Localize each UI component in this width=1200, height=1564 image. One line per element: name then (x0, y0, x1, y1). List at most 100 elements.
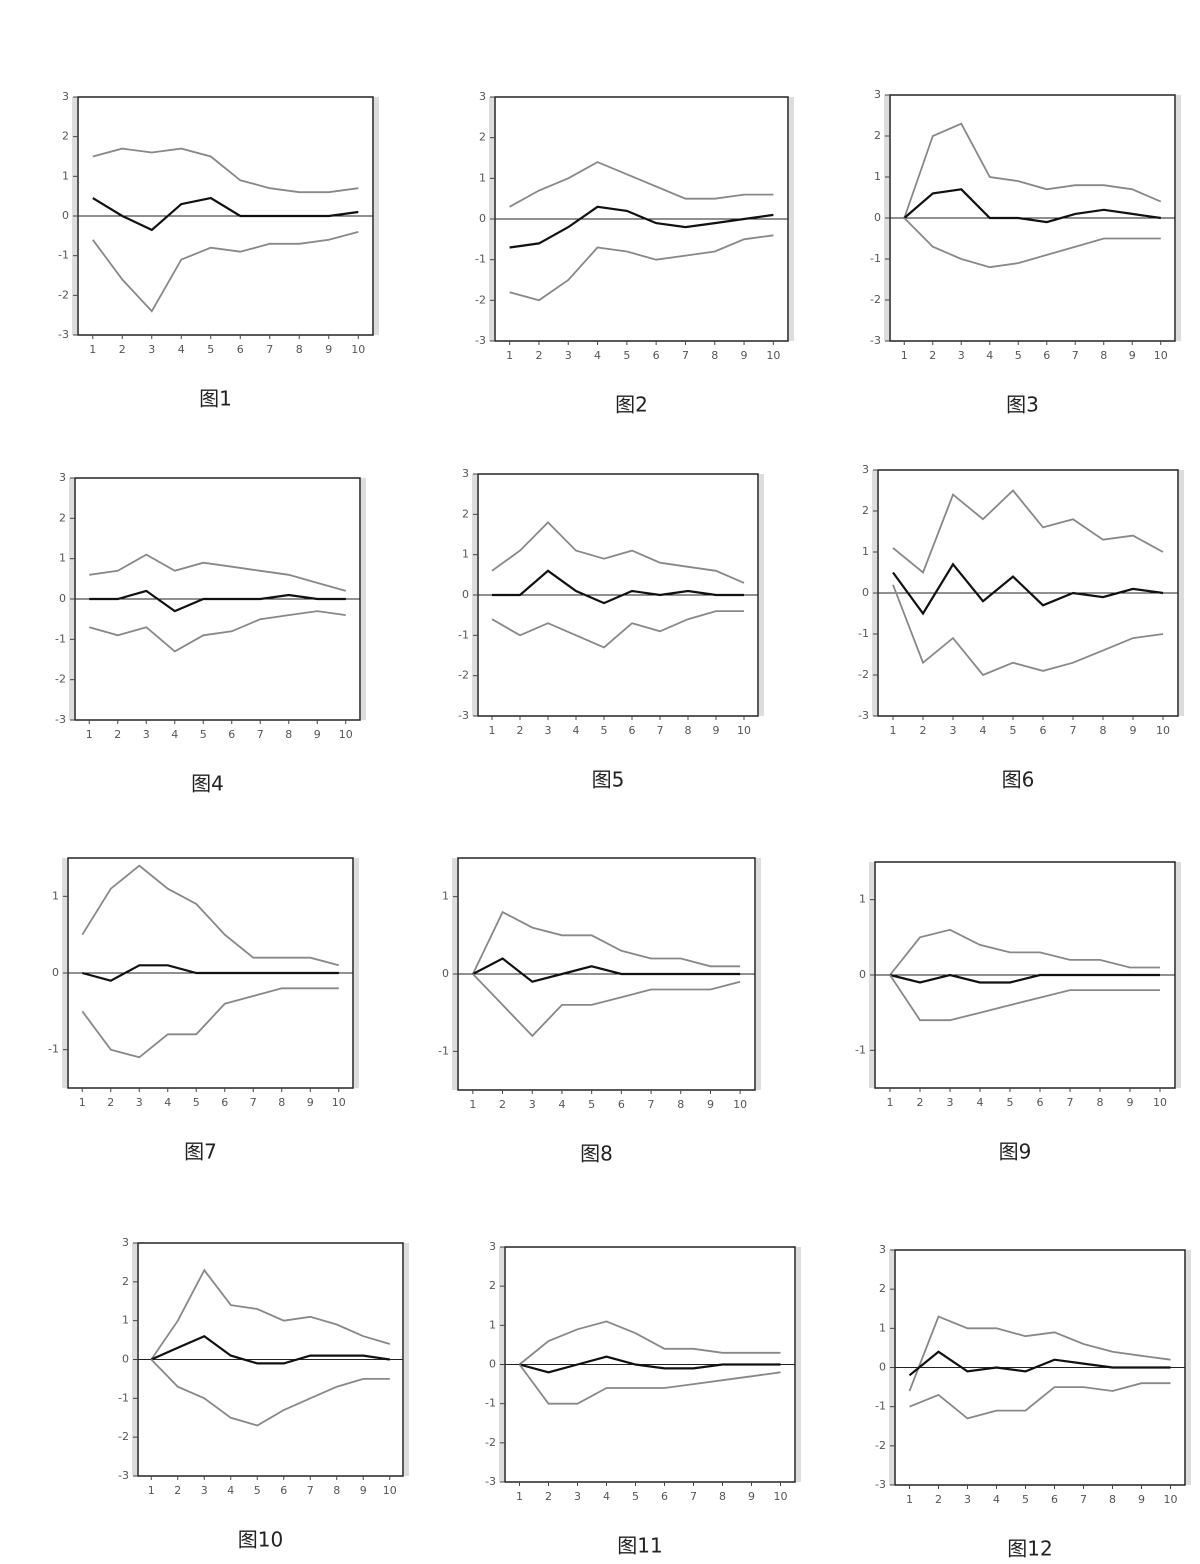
y-tick-label: 1 (879, 1321, 886, 1334)
y-tick-label: -1 (858, 627, 869, 640)
response-line (509, 205, 774, 249)
frame-shade (1176, 95, 1181, 341)
response-line (889, 928, 1160, 976)
response-line (903, 217, 1161, 269)
x-tick-label: 1 (506, 349, 513, 362)
x-tick-label: 5 (1022, 1493, 1029, 1506)
frame-shade (1186, 1250, 1191, 1485)
x-tick-label: 10 (1153, 1096, 1167, 1109)
x-tick-label: 5 (207, 343, 214, 356)
x-tick-label: 6 (653, 349, 660, 362)
x-tick-label: 2 (114, 728, 121, 741)
chart: -3 -2 -1 0 1 2 3 1 2 3 4 5 6 7 8 9 10 图1 (58, 90, 379, 411)
caption: 图5 (592, 768, 625, 792)
x-tick-label: 7 (307, 1484, 314, 1497)
x-tick-label: 10 (1156, 724, 1170, 737)
y-tick-label: 0 (59, 592, 66, 605)
y-tick-label: 3 (862, 463, 869, 476)
x-tick-label: 2 (545, 1490, 552, 1503)
response-line (509, 161, 774, 208)
x-tick-label: 6 (1037, 1096, 1044, 1109)
x-tick-label: 8 (1100, 349, 1107, 362)
y-tick-label: 1 (874, 170, 881, 183)
caption: 图3 (1006, 393, 1039, 417)
response-line (892, 584, 1164, 677)
x-tick-label: 6 (228, 728, 235, 741)
x-tick-label: 4 (164, 1096, 171, 1109)
x-tick-label: 5 (623, 349, 630, 362)
x-tick-label: 2 (920, 724, 927, 737)
x-tick-label: 1 (86, 728, 93, 741)
x-tick-label: 8 (1100, 724, 1107, 737)
y-tick-label: 2 (462, 507, 469, 520)
x-tick-label: 1 (901, 349, 908, 362)
x-tick-label: 9 (325, 343, 332, 356)
x-tick-label: 1 (516, 1490, 523, 1503)
x-tick-label: 10 (1164, 1493, 1178, 1506)
caption: 图2 (615, 393, 648, 417)
x-tick-label: 4 (986, 349, 993, 362)
x-tick-label: 7 (1067, 1096, 1074, 1109)
caption: 图11 (617, 1534, 662, 1558)
chart: -3 -2 -1 0 1 2 3 1 2 3 4 5 6 7 8 9 10 图5 (458, 467, 764, 792)
chart: -3 -2 -1 0 1 2 3 1 2 3 4 5 6 7 8 9 10 图11 (485, 1240, 801, 1558)
response-line (472, 973, 741, 1038)
frame-shade (404, 1243, 409, 1476)
x-tick-label: 8 (719, 1490, 726, 1503)
x-tick-label: 5 (1015, 349, 1022, 362)
response-line (92, 231, 359, 313)
x-tick-label: 8 (333, 1484, 340, 1497)
y-tick-label: 0 (52, 966, 59, 979)
response-line (909, 1382, 1171, 1420)
y-tick-label: -3 (58, 328, 69, 341)
x-tick-label: 9 (314, 728, 321, 741)
response-line (892, 489, 1164, 574)
y-tick-label: -2 (458, 669, 469, 682)
y-tick-label: -1 (458, 628, 469, 641)
y-tick-label: 0 (62, 209, 69, 222)
response-line (492, 569, 744, 605)
response-line (908, 1315, 1171, 1392)
x-tick-label: 3 (947, 1096, 954, 1109)
x-tick-label: 2 (929, 349, 936, 362)
chart: -3 -2 -1 0 1 2 3 1 2 3 4 5 6 7 8 9 10 图2 (475, 90, 794, 417)
response-line (150, 1358, 390, 1427)
x-tick-label: 8 (711, 349, 718, 362)
chart: -1 0 1 1 2 3 4 5 6 7 8 9 10 图9 (855, 861, 1181, 1164)
y-tick-label: 0 (479, 212, 486, 225)
caption: 图4 (191, 772, 224, 796)
y-tick-label: -2 (485, 1436, 496, 1449)
response-line (518, 1320, 781, 1366)
x-tick-label: 10 (1154, 349, 1168, 362)
caption: 图9 (999, 1140, 1032, 1164)
y-tick-label: 2 (879, 1282, 886, 1295)
x-tick-label: 2 (935, 1493, 942, 1506)
x-tick-label: 6 (237, 343, 244, 356)
x-tick-label: 5 (200, 728, 207, 741)
x-tick-label: 4 (573, 724, 580, 737)
caption: 图7 (184, 1140, 217, 1164)
y-tick-label: -2 (55, 673, 66, 686)
y-tick-label: 0 (442, 967, 449, 980)
x-tick-label: 3 (964, 1493, 971, 1506)
y-tick-label: 0 (462, 588, 469, 601)
x-tick-label: 3 (545, 724, 552, 737)
x-tick-label: 3 (950, 724, 957, 737)
y-tick-label: -1 (870, 252, 881, 265)
caption: 图12 (1007, 1537, 1052, 1561)
x-tick-label: 4 (993, 1493, 1000, 1506)
x-tick-label: 9 (1130, 724, 1137, 737)
x-tick-label: 4 (977, 1096, 984, 1109)
x-tick-label: 6 (280, 1484, 287, 1497)
chart: -3 -2 -1 0 1 2 3 1 2 3 4 5 6 7 8 9 10 图10 (118, 1236, 409, 1552)
y-tick-label: -2 (475, 293, 486, 306)
x-tick-label: 8 (1109, 1493, 1116, 1506)
response-line (889, 974, 1160, 1022)
y-tick-label: -1 (48, 1043, 59, 1056)
y-tick-label: 2 (122, 1275, 129, 1288)
y-tick-label: 3 (479, 90, 486, 103)
chart: -3 -2 -1 0 1 2 3 1 2 3 4 5 6 7 8 9 10 图3 (870, 88, 1181, 417)
x-tick-label: 1 (89, 343, 96, 356)
response-line (903, 122, 1162, 219)
y-tick-label: -3 (858, 709, 869, 722)
